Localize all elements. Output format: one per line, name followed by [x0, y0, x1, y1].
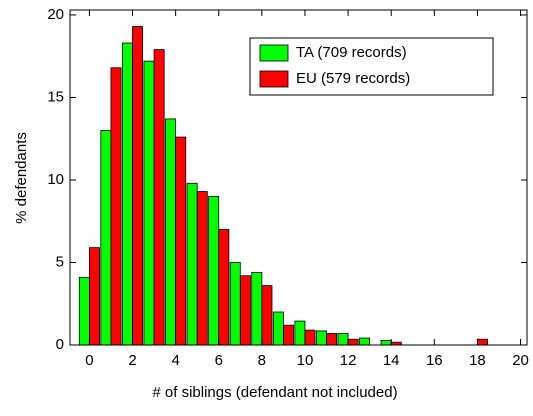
x-axis-label: # of siblings (defendant not included)	[152, 384, 397, 401]
bar	[239, 275, 251, 346]
y-tick-label: 0	[56, 336, 64, 353]
y-tick-label: 20	[47, 6, 64, 23]
y-tick-label: 10	[47, 171, 64, 188]
bar	[78, 276, 90, 346]
bar	[326, 333, 338, 346]
x-tick-label: 14	[383, 352, 400, 369]
legend-box	[249, 37, 494, 96]
legend-swatch	[259, 70, 289, 88]
bar	[272, 311, 284, 346]
legend-label: EU (579 records)	[296, 70, 410, 87]
bar	[165, 118, 177, 346]
bar	[132, 26, 144, 346]
x-tick-label: 6	[215, 352, 223, 369]
y-tick-label: 15	[47, 88, 64, 105]
x-tick-label: 16	[426, 352, 443, 369]
legend-swatch	[259, 44, 289, 62]
bar	[218, 229, 230, 346]
bar	[153, 49, 165, 346]
bar	[347, 338, 359, 346]
x-tick-label: 8	[258, 352, 266, 369]
bar	[121, 42, 133, 346]
bar	[283, 324, 294, 346]
bar	[196, 191, 208, 346]
y-axis-label: % defendants	[13, 132, 30, 224]
bar	[294, 320, 306, 346]
bar	[477, 338, 488, 346]
x-tick-label: 20	[512, 352, 529, 369]
bar	[251, 271, 263, 346]
bar	[175, 136, 187, 346]
legend-label: TA (709 records)	[296, 44, 407, 61]
bar	[380, 339, 392, 346]
bar	[315, 330, 327, 346]
bar	[261, 285, 273, 346]
x-tick-label: 2	[128, 352, 136, 369]
bar	[208, 196, 220, 346]
bar	[89, 247, 100, 346]
bar	[186, 182, 198, 346]
x-tick-label: 0	[85, 352, 93, 369]
bar	[110, 67, 122, 346]
y-tick-label: 5	[56, 253, 64, 270]
x-tick-label: 12	[340, 352, 357, 369]
bar	[304, 329, 316, 346]
x-tick-label: 18	[469, 352, 486, 369]
bar	[143, 60, 155, 346]
bar	[337, 333, 349, 346]
x-tick-label: 10	[297, 352, 314, 369]
bar	[359, 337, 371, 346]
plot-frame	[69, 9, 528, 346]
bar	[100, 130, 112, 346]
bar	[229, 262, 241, 346]
x-tick-label: 4	[171, 352, 179, 369]
